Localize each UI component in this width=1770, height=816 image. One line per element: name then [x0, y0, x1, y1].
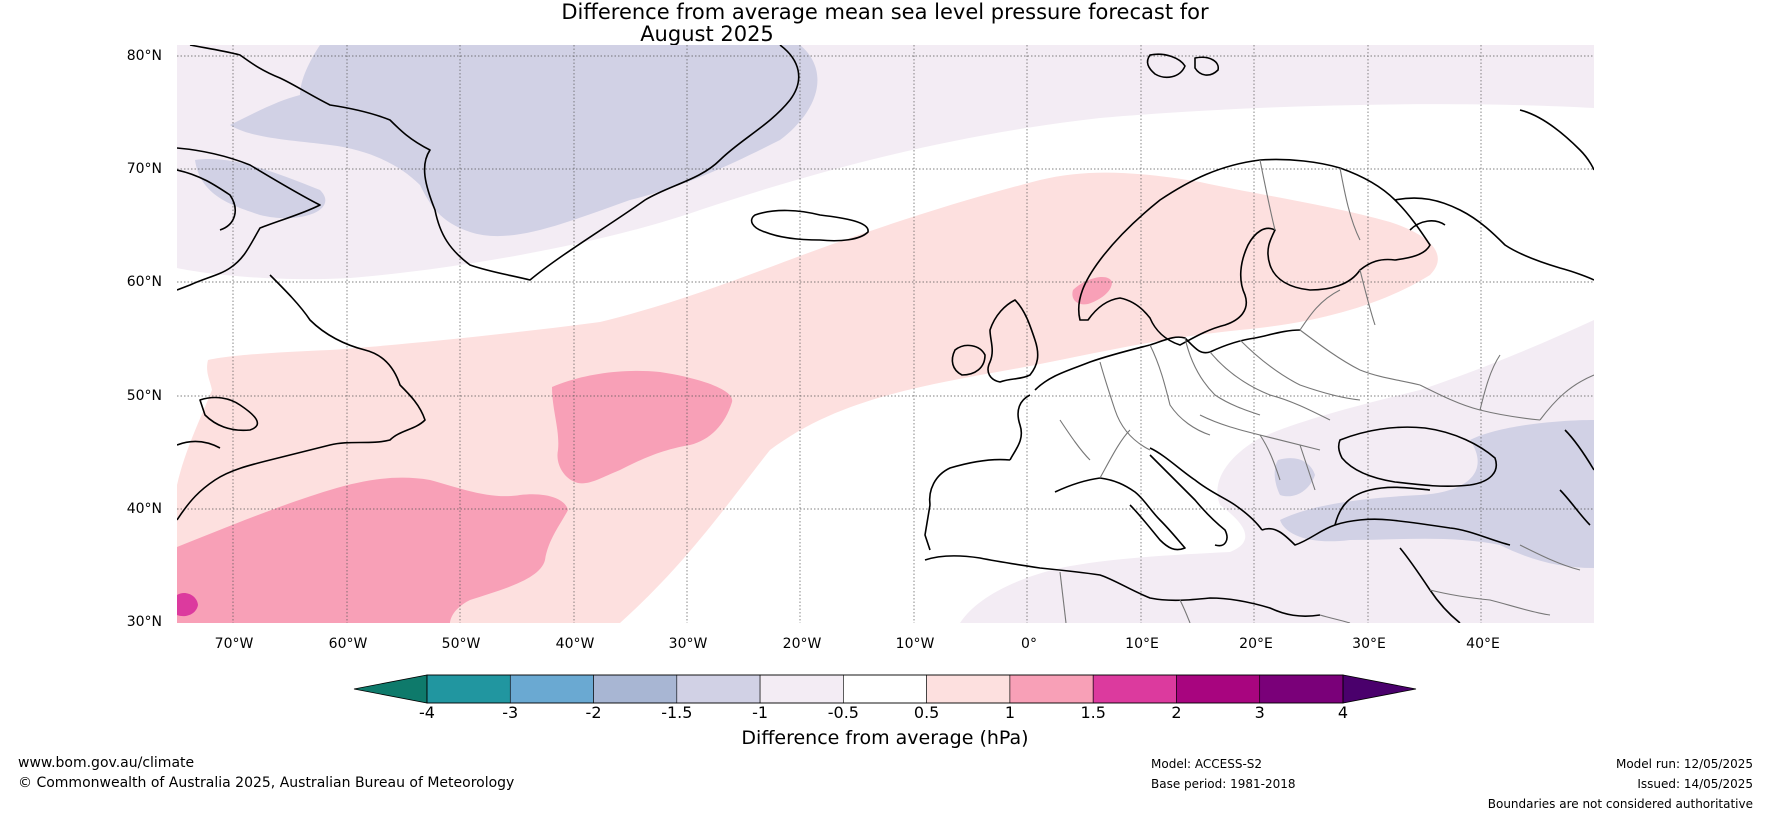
anomaly-region-minus-1-balkans: [1274, 458, 1315, 497]
lat-label-70n: 70°N: [126, 161, 162, 177]
lon-label-70w: 70°W: [214, 636, 254, 652]
colorbar-cell-5: [843, 674, 927, 704]
colorbar-tick-label: 1.5: [1080, 703, 1106, 722]
colorbar-cell-1: [509, 674, 594, 704]
lon-label-10e: 10°E: [1125, 636, 1159, 652]
colorbar-label: Difference from average (hPa): [741, 727, 1029, 749]
colorbar-tick-label: -1.5: [661, 703, 693, 722]
colorbar-tick-label: 4: [1337, 703, 1349, 722]
colorbar-cell-7: [1009, 674, 1094, 704]
lon-label-40e: 40°E: [1466, 636, 1500, 652]
colorbar-tick-label: -0.5: [827, 703, 859, 722]
graticule: [177, 45, 1594, 623]
footer-website: www.bom.gov.au/climate: [18, 755, 195, 771]
lat-label-40n: 40°N: [126, 501, 162, 517]
lat-label-60n: 60°N: [126, 274, 162, 290]
colorbar-extend-high: [1342, 674, 1417, 704]
colorbar-tick-label: -1: [752, 703, 769, 722]
colorbar-tick-label: 2: [1171, 703, 1182, 722]
colorbar-cell-8: [1092, 674, 1177, 704]
country-borders: [1059, 159, 1594, 623]
footer-model: Model: ACCESS-S2: [1151, 757, 1263, 771]
colorbar-tick-label: -3: [502, 703, 519, 722]
anomaly-region-plus-1-southwest: [177, 477, 568, 623]
colorbar-tick-label: 1: [1004, 703, 1015, 722]
colorbar-tick-label: -4: [419, 703, 435, 722]
anomaly-region-minus-1.5-baffin: [195, 159, 326, 219]
footer-copyright: © Commonwealth of Australia 2025, Austra…: [18, 775, 515, 791]
colorbar-cell-2: [593, 674, 678, 704]
lon-label-10w: 10°W: [895, 636, 935, 652]
colorbar-cell-6: [926, 674, 1011, 704]
footer-model-run: Model run: 12/05/2025: [1615, 757, 1753, 771]
footer-base-period: Base period: 1981-2018: [1151, 777, 1296, 791]
lon-label-60w: 60°W: [328, 636, 368, 652]
lat-label-50n: 50°N: [126, 388, 162, 404]
colorbar-extend-low: [353, 674, 428, 704]
anomaly-region-minus-1-black-sea: [1280, 420, 1594, 568]
lon-label-20e: 20°E: [1239, 636, 1273, 652]
colorbar-tick-label: -2: [585, 703, 602, 722]
lat-label-30n: 30°N: [126, 614, 162, 630]
colorbar: [353, 674, 1417, 704]
chart-title-line1: Difference from average mean sea level p…: [561, 0, 1209, 24]
lat-label-80n: 80°N: [126, 48, 162, 64]
colorbar-cell-3: [676, 674, 761, 704]
colorbar-cell-0: [426, 674, 511, 704]
lon-label-0: 0°: [1021, 636, 1037, 652]
footer-disclaimer: Boundaries are not considered authoritat…: [1487, 797, 1753, 811]
map-area: [177, 45, 1594, 623]
anomaly-region-plus-1-norway: [1072, 276, 1112, 305]
lon-label-20w: 20°W: [782, 636, 822, 652]
anomaly-region-minus-1.5-greenland: [230, 45, 818, 237]
footer-issued: Issued: 14/05/2025: [1637, 777, 1753, 791]
colorbar-cell-10: [1259, 674, 1344, 704]
lon-label-40w: 40°W: [555, 636, 595, 652]
lon-label-50w: 50°W: [441, 636, 481, 652]
lon-label-30w: 30°W: [668, 636, 708, 652]
colorbar-tick-label: 0.5: [913, 703, 940, 722]
colorbar-tick-label: 3: [1254, 703, 1265, 722]
coastlines: [177, 45, 1594, 623]
chart-title-line2: August 2025: [640, 22, 774, 46]
anomaly-region-plus-1.5-sw-corner: [177, 593, 198, 617]
colorbar-cell-9: [1176, 674, 1261, 704]
colorbar-cell-4: [759, 674, 844, 704]
lon-label-30e: 30°E: [1352, 636, 1386, 652]
